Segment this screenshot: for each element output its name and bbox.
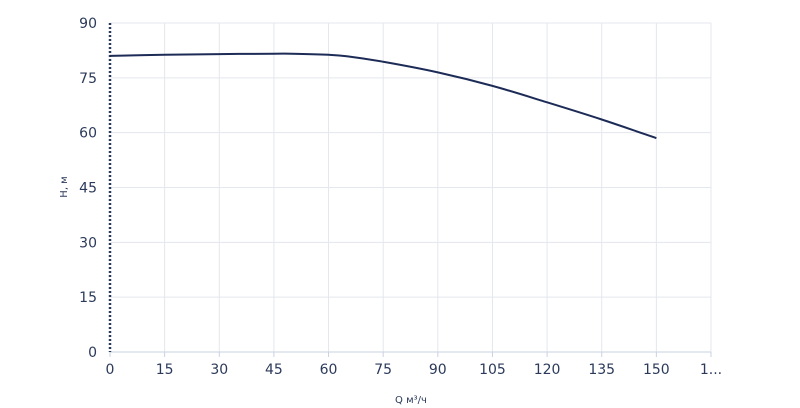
x-axis-title: Q м³/ч [395, 395, 427, 406]
x-tick-label: 105 [479, 362, 506, 378]
x-tick-label: 15 [156, 362, 174, 378]
x-tick-label: 90 [429, 362, 447, 378]
x-tick-label: 60 [320, 362, 338, 378]
x-tick-label: 135 [588, 362, 615, 378]
x-tick-label: 30 [210, 362, 228, 378]
x-tick-label: 1... [700, 362, 722, 378]
x-tick-label: 0 [106, 362, 115, 378]
series [109, 52, 657, 140]
y-axis-title: Н, м [59, 176, 70, 197]
x-tick-label: 45 [265, 362, 283, 378]
y-tick-label: 60 [79, 126, 97, 142]
x-tick-label: 75 [374, 362, 392, 378]
axes [108, 23, 711, 353]
y-tick-label: 0 [88, 345, 97, 361]
x-tick-label: 150 [643, 362, 670, 378]
x-tick-label: 120 [534, 362, 561, 378]
y-tick-label: 15 [79, 290, 97, 306]
grid [110, 22, 712, 352]
y-tick-label: 45 [79, 181, 97, 197]
series-line [109, 52, 657, 140]
y-tick-label: 90 [79, 16, 97, 32]
y-tick-label: 30 [79, 235, 97, 251]
y-tick-label: 75 [79, 71, 97, 87]
